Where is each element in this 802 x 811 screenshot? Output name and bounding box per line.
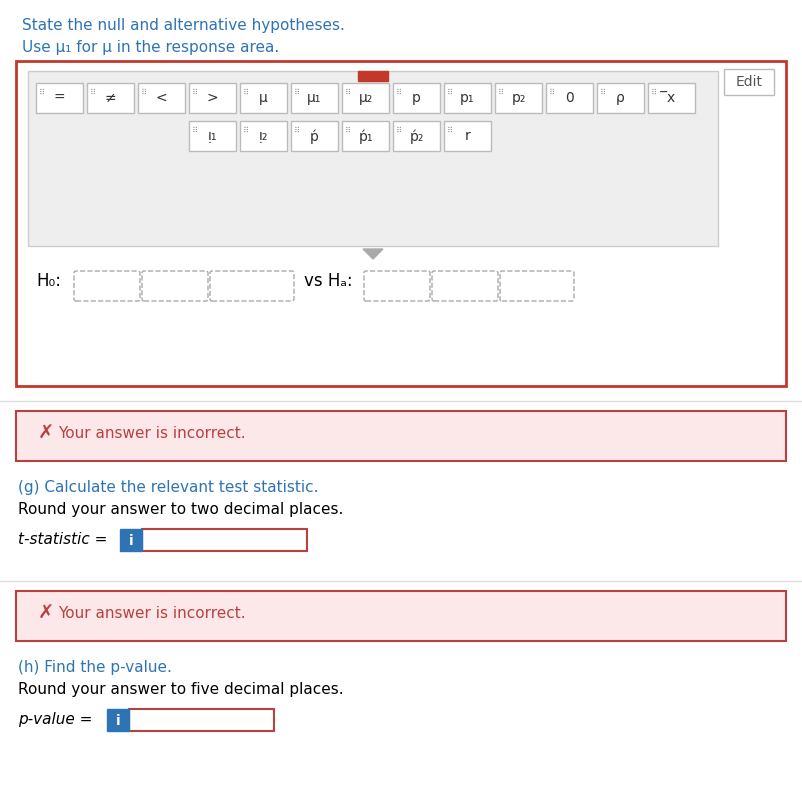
Bar	[28, 72, 718, 247]
Bar	[16, 411, 786, 461]
Text: ⠿: ⠿	[294, 88, 300, 97]
Bar	[189, 84, 236, 114]
Text: ̅x: ̅x	[667, 91, 675, 105]
Text: =: =	[54, 91, 65, 105]
Bar	[546, 84, 593, 114]
Bar	[358, 72, 388, 82]
Text: Round your answer to two decimal places.: Round your answer to two decimal places.	[18, 501, 343, 517]
Text: Your answer is incorrect.: Your answer is incorrect.	[58, 605, 245, 620]
Text: ✗: ✗	[38, 603, 55, 622]
Text: μ₂: μ₂	[358, 91, 373, 105]
Text: ⠿: ⠿	[651, 88, 657, 97]
Text: ᴉ₂: ᴉ₂	[259, 129, 268, 143]
Text: ⠿: ⠿	[498, 88, 504, 97]
FancyBboxPatch shape	[432, 272, 498, 302]
Text: ≠: ≠	[105, 91, 116, 105]
Bar	[142, 530, 307, 551]
Bar	[107, 709, 129, 731]
Text: Your answer is incorrect.: Your answer is incorrect.	[58, 426, 245, 440]
Text: 0: 0	[565, 91, 574, 105]
Bar	[291, 84, 338, 114]
Bar	[120, 530, 142, 551]
Bar	[16, 62, 786, 387]
Text: ✗: ✗	[38, 423, 55, 443]
Text: Edit: Edit	[735, 75, 763, 89]
Text: ⠿: ⠿	[294, 126, 300, 135]
Polygon shape	[363, 250, 383, 260]
Text: ρ: ρ	[616, 91, 625, 105]
Text: t-statistic =: t-statistic =	[18, 531, 112, 547]
Text: r: r	[464, 129, 471, 143]
Text: >: >	[207, 91, 218, 105]
Text: State the null and alternative hypotheses.: State the null and alternative hypothese…	[22, 18, 345, 33]
Text: ṕ: ṕ	[310, 129, 319, 144]
Bar	[16, 591, 786, 642]
Bar	[240, 84, 287, 114]
Text: (g) Calculate the relevant test statistic.: (g) Calculate the relevant test statisti…	[18, 479, 318, 495]
Text: ⠿: ⠿	[90, 88, 96, 97]
Text: ⠿: ⠿	[141, 88, 147, 97]
Text: μ: μ	[259, 91, 268, 105]
Text: ⠿: ⠿	[192, 126, 198, 135]
Text: ⠿: ⠿	[396, 126, 402, 135]
Bar	[342, 84, 389, 114]
Text: ⠿: ⠿	[243, 126, 249, 135]
FancyBboxPatch shape	[210, 272, 294, 302]
Text: H₀:: H₀:	[36, 272, 61, 290]
Text: ṕ₁: ṕ₁	[358, 129, 373, 144]
Bar	[240, 122, 287, 152]
Bar	[291, 122, 338, 152]
Bar	[444, 84, 491, 114]
Text: ⠿: ⠿	[447, 126, 453, 135]
FancyBboxPatch shape	[142, 272, 208, 302]
Text: p₁: p₁	[460, 91, 475, 105]
Bar	[495, 84, 542, 114]
FancyBboxPatch shape	[74, 272, 140, 302]
Bar	[36, 84, 83, 114]
Text: p: p	[412, 91, 421, 105]
Text: ⠿: ⠿	[345, 126, 351, 135]
Text: μ₁: μ₁	[307, 91, 322, 105]
Text: ⠿: ⠿	[396, 88, 402, 97]
Bar	[444, 122, 491, 152]
Text: Use μ₁ for μ⁤ in the response area.: Use μ₁ for μ⁤ in the response area.	[22, 40, 279, 55]
Bar	[342, 122, 389, 152]
Bar	[138, 84, 185, 114]
Text: ⠿: ⠿	[192, 88, 198, 97]
Text: p₂: p₂	[512, 91, 525, 105]
Text: (h) Find the p-value.: (h) Find the p-value.	[18, 659, 172, 674]
Text: p-value =: p-value =	[18, 711, 97, 726]
Bar	[597, 84, 644, 114]
Text: ⠿: ⠿	[447, 88, 453, 97]
Text: i: i	[128, 534, 133, 547]
Text: vs Hₐ:: vs Hₐ:	[304, 272, 353, 290]
FancyBboxPatch shape	[364, 272, 430, 302]
Bar	[129, 709, 274, 731]
Text: ⠿: ⠿	[243, 88, 249, 97]
Text: ṕ₂: ṕ₂	[409, 129, 423, 144]
Text: <: <	[156, 91, 168, 105]
Bar	[648, 84, 695, 114]
Bar	[189, 122, 236, 152]
Text: ⠿: ⠿	[345, 88, 351, 97]
Text: ⠿: ⠿	[39, 88, 45, 97]
Text: ⠿: ⠿	[600, 88, 606, 97]
Text: ᴉ₁: ᴉ₁	[208, 129, 217, 143]
Bar	[724, 70, 774, 96]
Text: Round your answer to five decimal places.: Round your answer to five decimal places…	[18, 681, 343, 696]
Bar	[393, 84, 440, 114]
Bar	[393, 122, 440, 152]
Text: i: i	[115, 713, 120, 727]
Text: ⠿: ⠿	[549, 88, 555, 97]
Bar	[87, 84, 134, 114]
FancyBboxPatch shape	[500, 272, 574, 302]
